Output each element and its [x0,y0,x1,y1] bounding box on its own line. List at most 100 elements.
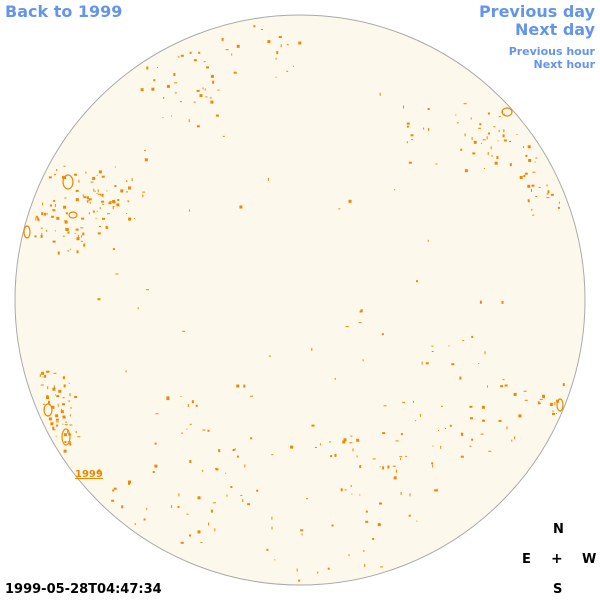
feature-mark [487,152,489,155]
feature-mark [35,217,37,221]
feature-mark [431,351,434,352]
feature-mark [156,67,158,68]
feature-mark [404,455,407,457]
feature-mark [415,420,417,422]
feature-mark [493,126,496,128]
feature-mark [502,379,505,381]
feature-mark [504,384,508,387]
feature-mark [102,203,105,205]
feature-mark [311,347,313,351]
compass-center-icon: + [551,551,563,567]
feature-mark [524,172,528,175]
feature-mark [547,190,550,194]
feature-mark [432,445,434,447]
feature-mark [487,112,490,115]
feature-mark [221,37,224,41]
feature-mark [301,533,303,536]
feature-mark [97,232,101,235]
feature-mark [215,114,219,117]
feature-mark [212,502,216,504]
next-day-link[interactable]: Next day [515,20,595,39]
feature-mark [488,450,492,452]
feature-mark [290,445,294,449]
feature-mark [207,429,210,432]
feature-mark [348,554,350,557]
feature-mark [350,485,352,487]
feature-mark [196,89,200,92]
feature-mark [182,330,186,332]
feature-mark [267,177,269,181]
feature-mark [278,36,282,38]
feature-mark [392,465,396,467]
feature-mark [155,413,159,415]
feature-mark [253,25,256,28]
feature-mark [171,505,173,509]
feature-mark [140,88,144,92]
feature-mark [535,196,538,197]
feature-mark [188,119,190,123]
feature-mark [68,400,70,403]
feature-mark [199,94,203,98]
feature-mark [102,217,105,220]
feature-mark [225,49,229,51]
feature-mark [464,133,466,137]
feature-mark [86,200,90,202]
compass-north: N [553,522,564,537]
feature-mark [435,163,438,165]
feature-mark [266,548,269,551]
feature-mark [58,389,62,393]
feature-mark [99,226,101,227]
feature-mark [96,174,98,176]
feature-mark [539,402,541,404]
feature-mark [96,210,98,212]
year-link[interactable]: 1999 [75,469,103,480]
feature-mark [469,405,473,408]
feature-mark [174,82,178,84]
feature-mark [83,243,86,247]
feature-mark [218,449,221,453]
feature-mark [482,139,486,141]
feature-mark [531,188,532,192]
previous-day-link[interactable]: Previous day [478,2,595,21]
feature-mark [97,189,99,193]
feature-mark [96,193,98,194]
feature-mark [298,41,302,45]
feature-mark [125,191,128,193]
feature-mark [98,170,102,174]
feature-mark [413,400,414,403]
feature-mark [503,113,505,115]
previous-hour-link[interactable]: Previous hour [508,45,595,58]
feature-mark [464,169,468,173]
feature-mark [63,449,67,453]
compass-south: S [553,582,563,597]
feature-mark [503,139,507,142]
back-to-year-link[interactable]: Back to 1999 [5,2,123,21]
feature-mark [63,165,66,167]
feature-mark [286,70,289,72]
feature-mark [393,476,397,480]
feature-mark [76,237,80,241]
feature-mark [463,103,467,105]
feature-mark [61,408,62,410]
feature-mark [342,440,346,444]
feature-mark [459,376,462,380]
feature-mark [75,189,79,192]
feature-mark [527,145,531,149]
feature-mark [271,526,273,530]
feature-mark [472,152,476,155]
feature-mark [528,159,532,162]
feature-mark [382,432,386,435]
feature-mark [41,212,44,216]
feature-mark [365,510,368,513]
feature-mark [181,432,184,434]
next-hour-link[interactable]: Next hour [533,58,596,71]
feature-mark [88,212,90,215]
feature-mark [558,201,560,204]
feature-mark [54,394,56,396]
feature-mark [113,487,117,490]
feature-mark [180,396,182,398]
feature-mark [232,449,235,451]
feature-mark [501,300,504,304]
feature-mark [41,232,43,235]
feature-mark [214,528,216,532]
